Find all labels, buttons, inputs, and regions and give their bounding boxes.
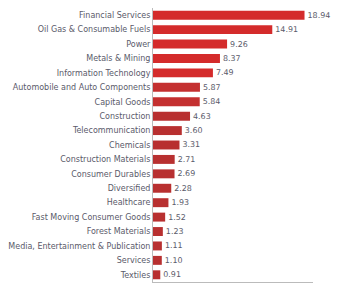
svg-text:Telecommunication: Telecommunication [72,126,150,135]
svg-text:3.60: 3.60 [185,126,203,135]
svg-text:2.71: 2.71 [178,155,196,164]
svg-text:5.84: 5.84 [203,97,221,106]
svg-text:1.52: 1.52 [168,213,186,222]
svg-text:9.26: 9.26 [230,40,248,49]
svg-text:1.11: 1.11 [165,241,183,250]
svg-text:Services: Services [117,256,151,265]
svg-text:Information Technology: Information Technology [57,69,151,78]
svg-text:Diversified: Diversified [108,184,151,193]
svg-text:Consumer Durables: Consumer Durables [71,170,150,179]
svg-text:1.93: 1.93 [171,198,189,207]
svg-text:Construction Materials: Construction Materials [60,155,150,164]
svg-text:1.10: 1.10 [165,256,183,265]
svg-text:Textiles: Textiles [120,271,151,280]
svg-text:18.94: 18.94 [308,11,331,20]
svg-text:Financial Services: Financial Services [79,11,150,20]
svg-text:Chemicals: Chemicals [109,141,150,150]
svg-text:2.28: 2.28 [174,184,192,193]
svg-text:0.91: 0.91 [163,270,181,279]
svg-text:Healthcare: Healthcare [107,198,151,207]
svg-text:Forest Materials: Forest Materials [87,227,151,236]
svg-text:2.69: 2.69 [178,169,196,178]
svg-text:5.87: 5.87 [203,83,221,92]
svg-text:Automobile and Auto Components: Automobile and Auto Components [13,83,151,92]
svg-text:Power: Power [126,40,151,49]
svg-text:3.31: 3.31 [182,140,200,149]
svg-text:8.37: 8.37 [223,54,241,63]
svg-text:4.63: 4.63 [193,112,211,121]
svg-text:Metals & Mining: Metals & Mining [86,54,150,63]
svg-text:Oil Gas & Consumable Fuels: Oil Gas & Consumable Fuels [38,25,151,34]
svg-text:Capital Goods: Capital Goods [95,98,151,107]
svg-text:7.49: 7.49 [216,68,234,77]
svg-text:14.91: 14.91 [275,25,298,34]
svg-text:Media, Entertainment & Publica: Media, Entertainment & Publication [8,242,150,251]
svg-text:Fast Moving Consumer Goods: Fast Moving Consumer Goods [32,213,151,222]
svg-text:1.23: 1.23 [166,227,184,236]
svg-text:Construction: Construction [99,112,150,121]
